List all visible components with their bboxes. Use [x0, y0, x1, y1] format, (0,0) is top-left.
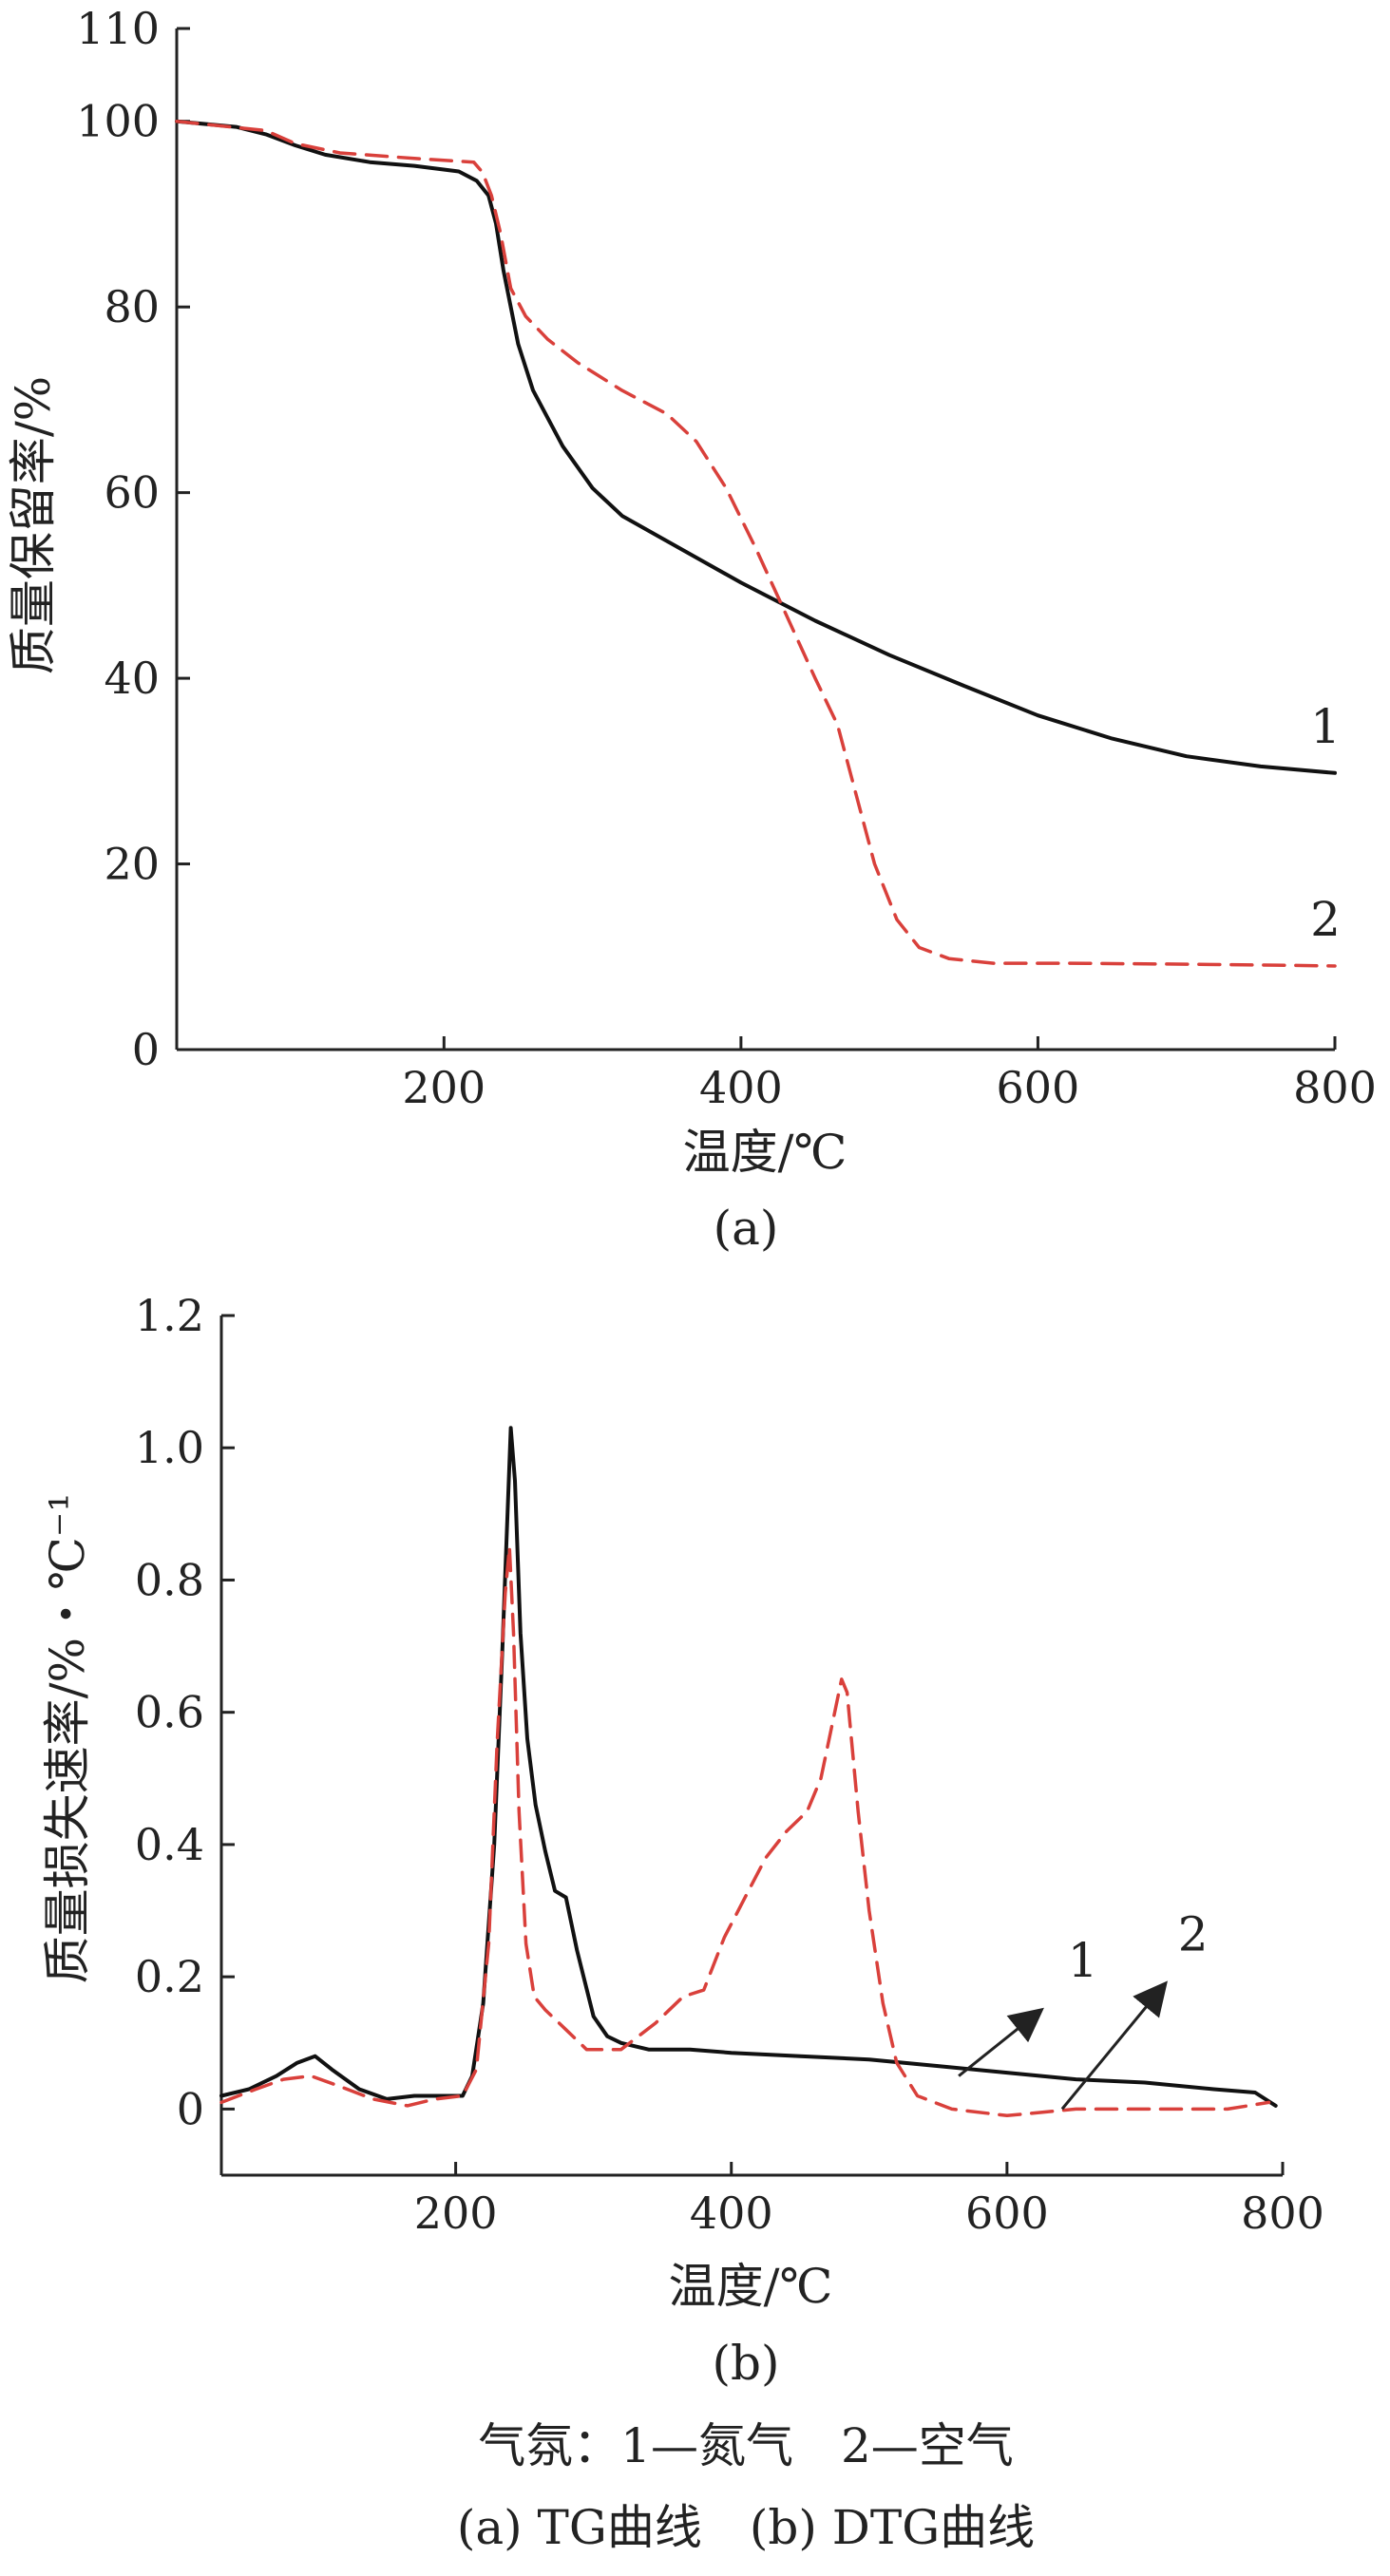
y-tick-label: 40 — [104, 653, 160, 704]
y-tick-label: 100 — [76, 96, 160, 147]
series-line-1 — [219, 1426, 1278, 2108]
axes-a: 200 400 600 800 0 20 40 60 80 100 110 — [76, 3, 1377, 1113]
series-labels-a: 12 — [1310, 699, 1341, 947]
x-tick-label: 200 — [414, 2188, 498, 2239]
y-tick-label: 0 — [132, 1024, 160, 1075]
x-tick-label: 600 — [997, 1062, 1080, 1113]
caption-atmosphere: 气氛：1—氮气 2—空气 — [478, 2418, 1014, 2473]
series-label-1: 1 — [1310, 699, 1341, 754]
x-tick-label: 400 — [699, 1062, 783, 1113]
annotation-arrow-1 — [958, 2007, 1044, 2077]
y-tick-label: 110 — [76, 3, 160, 54]
x-axis-label-b: 温度/℃ — [669, 2259, 833, 2314]
annotation-arrow-2 — [1060, 1980, 1168, 2111]
y-tick-label: 0.4 — [135, 1819, 204, 1870]
caption-panels: (a) TG曲线 (b) DTG曲线 — [457, 2500, 1035, 2555]
annotation-label-2: 2 — [1178, 1906, 1209, 1961]
y-axis-label-a: 质量保留率/% — [6, 376, 61, 674]
y-tick-label: 20 — [104, 839, 160, 890]
y-tick-label: 0.6 — [135, 1687, 204, 1738]
y-tick-label: 1.0 — [135, 1422, 204, 1473]
panel-label-b: (b) — [712, 2336, 779, 2391]
x-tick-label: 600 — [965, 2188, 1049, 2239]
y-tick-label: 0.8 — [135, 1554, 204, 1605]
y-tick-label: 0.2 — [135, 1951, 204, 2002]
panel-label-a: (a) — [714, 1201, 779, 1256]
y-tick-label: 60 — [104, 467, 160, 519]
x-axis-label-a: 温度/℃ — [683, 1125, 847, 1180]
series-label-2: 2 — [1310, 892, 1341, 947]
series-group-b — [219, 1426, 1278, 2118]
x-tick-label: 800 — [1241, 2188, 1324, 2239]
x-tick-label: 200 — [402, 1062, 486, 1113]
axes-b: 200 400 600 800 0 0.2 0.4 0.6 0.8 1.0 1.2 — [135, 1290, 1324, 2239]
series-group-a — [175, 119, 1337, 968]
x-tick-label: 800 — [1293, 1062, 1377, 1113]
y-axis-label-b: 质量损失速率/%・℃⁻¹ — [40, 1493, 95, 1984]
annotation-label-1: 1 — [1068, 1933, 1098, 1988]
series-line-1 — [175, 119, 1337, 775]
series-line-2 — [175, 119, 1337, 968]
series-line-2 — [219, 1544, 1271, 2118]
y-tick-label: 0 — [177, 2083, 204, 2134]
y-tick-label: 1.2 — [135, 1290, 204, 1341]
y-tick-label: 80 — [104, 281, 160, 332]
x-tick-label: 400 — [690, 2188, 773, 2239]
